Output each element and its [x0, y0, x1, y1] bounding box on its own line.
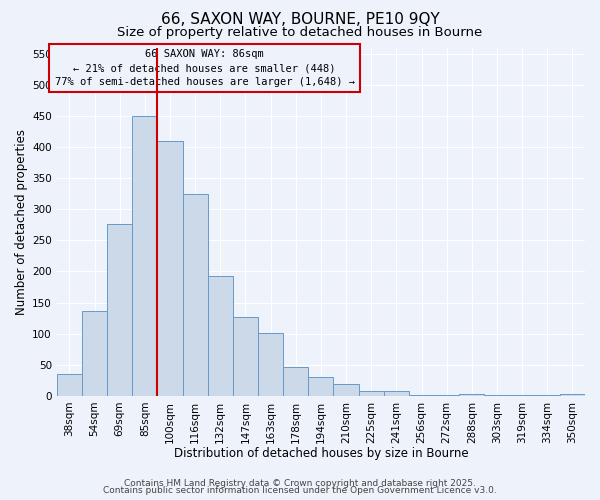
Bar: [484, 395, 509, 396]
Bar: [57, 374, 82, 396]
Bar: [233, 318, 258, 396]
Bar: [459, 394, 484, 396]
Bar: [107, 224, 132, 396]
Bar: [208, 276, 233, 396]
X-axis label: Distribution of detached houses by size in Bourne: Distribution of detached houses by size …: [173, 447, 468, 460]
Text: 66 SAXON WAY: 86sqm
← 21% of detached houses are smaller (448)
77% of semi-detac: 66 SAXON WAY: 86sqm ← 21% of detached ho…: [55, 49, 355, 87]
Bar: [535, 395, 560, 396]
Bar: [509, 395, 535, 396]
Bar: [182, 194, 208, 396]
Bar: [82, 310, 107, 396]
Y-axis label: Number of detached properties: Number of detached properties: [15, 128, 28, 314]
Text: Contains public sector information licensed under the Open Government Licence v3: Contains public sector information licen…: [103, 486, 497, 495]
Text: Contains HM Land Registry data © Crown copyright and database right 2025.: Contains HM Land Registry data © Crown c…: [124, 478, 476, 488]
Text: Size of property relative to detached houses in Bourne: Size of property relative to detached ho…: [118, 26, 482, 39]
Bar: [409, 394, 434, 396]
Text: 66, SAXON WAY, BOURNE, PE10 9QY: 66, SAXON WAY, BOURNE, PE10 9QY: [161, 12, 439, 28]
Bar: [384, 391, 409, 396]
Bar: [560, 394, 585, 396]
Bar: [157, 141, 182, 396]
Bar: [132, 116, 157, 396]
Bar: [359, 392, 384, 396]
Bar: [434, 394, 459, 396]
Bar: [258, 333, 283, 396]
Bar: [308, 376, 334, 396]
Bar: [283, 367, 308, 396]
Bar: [334, 384, 359, 396]
